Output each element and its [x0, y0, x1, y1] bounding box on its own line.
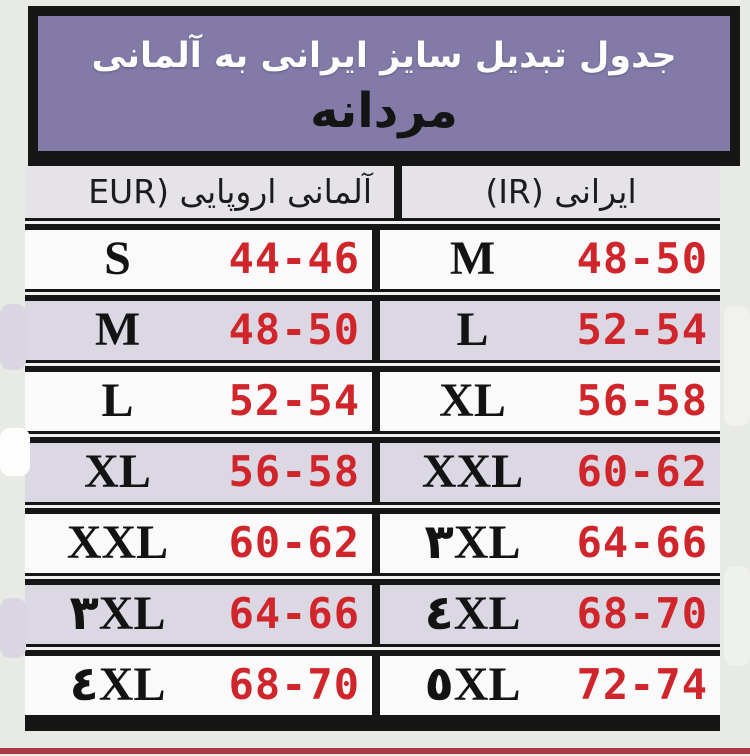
gender-label: مردانه	[310, 82, 458, 139]
eur-cell-group: ٤XL 68-70	[25, 656, 372, 715]
ir-size-cell: M	[449, 232, 496, 286]
margin-artifact	[724, 566, 750, 666]
ir-range-cell: 64-66	[576, 518, 708, 568]
table-row: ٤XL 68-70 ٥XL 72-74	[25, 655, 720, 715]
eur-range-cell: 52-54	[228, 376, 360, 426]
column-divider	[372, 655, 380, 715]
ir-range-cell: 68-70	[576, 589, 708, 639]
ir-cell-group: M 48-50	[380, 230, 720, 289]
row-separator	[25, 217, 720, 230]
ir-range-cell: 48-50	[576, 234, 708, 284]
table-row: XL 56-58 XXL 60-62	[25, 442, 720, 502]
eur-cell-group: XL 56-58	[25, 443, 372, 502]
ir-size-cell: ۳XL	[424, 516, 521, 570]
eur-range-cell: 60-62	[228, 518, 360, 568]
table-bottom-border	[25, 714, 720, 731]
margin-artifact	[724, 306, 750, 426]
ir-size-cell: XL	[439, 374, 506, 428]
ir-cell-group: L 52-54	[380, 301, 720, 360]
margin-artifact	[0, 598, 26, 658]
row-separator	[25, 288, 720, 301]
column-divider	[372, 584, 380, 644]
eur-cell-group: L 52-54	[25, 372, 372, 431]
eur-range-cell: 64-66	[228, 589, 360, 639]
table-row: M 48-50 L 52-54	[25, 300, 720, 360]
column-divider	[372, 300, 380, 360]
row-separator	[25, 501, 720, 514]
column-divider	[372, 229, 380, 289]
ir-range-cell: 56-58	[576, 376, 708, 426]
size-conversion-table: آلمانی اروپایی (EUR ایرانی (IR) S 44-46 …	[25, 165, 720, 731]
column-divider	[372, 371, 380, 431]
table-row: XXL 60-62 ۳XL 64-66	[25, 513, 720, 573]
eur-size-cell: L	[101, 374, 134, 428]
eur-range-cell: 48-50	[228, 305, 360, 355]
ir-cell-group: ٤XL 68-70	[380, 585, 720, 644]
table-row: ۳XL 64-66 ٤XL 68-70	[25, 584, 720, 644]
ir-size-cell: ٤XL	[424, 587, 521, 641]
row-separator	[25, 643, 720, 656]
chart-title: جدول تبدیل سایز ایرانی به آلمانی	[91, 36, 677, 76]
eur-cell-group: XXL 60-62	[25, 514, 372, 573]
ir-cell-group: ۳XL 64-66	[380, 514, 720, 573]
bottom-accent-line	[0, 748, 750, 754]
eur-cell-group: ۳XL 64-66	[25, 585, 372, 644]
eur-size-cell: ۳XL	[69, 587, 166, 641]
column-divider	[372, 442, 380, 502]
eur-range-cell: 68-70	[228, 660, 360, 710]
eur-range-cell: 44-46	[228, 234, 360, 284]
column-divider	[394, 165, 402, 218]
row-separator	[25, 572, 720, 585]
ir-range-cell: 60-62	[576, 447, 708, 497]
eur-size-cell: S	[104, 232, 131, 286]
ir-column-header: ایرانی (IR)	[485, 171, 637, 211]
eur-cell-group: S 44-46	[25, 230, 372, 289]
column-divider	[372, 513, 380, 573]
ir-cell-group: XXL 60-62	[380, 443, 720, 502]
table-row: S 44-46 M 48-50	[25, 229, 720, 289]
ir-size-cell: ٥XL	[424, 658, 521, 712]
size-chart-title-banner: جدول تبدیل سایز ایرانی به آلمانی مردانه	[28, 6, 740, 166]
eur-size-cell: XL	[84, 445, 151, 499]
ir-range-cell: 72-74	[576, 660, 708, 710]
row-separator	[25, 359, 720, 372]
ir-cell-group: ٥XL 72-74	[380, 656, 720, 715]
ir-size-cell: XXL	[421, 445, 524, 499]
eur-size-cell: ٤XL	[69, 658, 166, 712]
table-header-row: آلمانی اروپایی (EUR ایرانی (IR)	[25, 165, 720, 218]
eur-range-cell: 56-58	[228, 447, 360, 497]
eur-size-cell: M	[94, 303, 141, 357]
eur-cell-group: M 48-50	[25, 301, 372, 360]
ir-size-cell: L	[456, 303, 489, 357]
margin-artifact	[0, 304, 26, 370]
table-row: L 52-54 XL 56-58	[25, 371, 720, 431]
row-separator	[25, 430, 720, 443]
eur-size-cell: XXL	[66, 516, 169, 570]
ir-cell-group: XL 56-58	[380, 372, 720, 431]
ir-range-cell: 52-54	[576, 305, 708, 355]
eur-column-header: آلمانی اروپایی (EUR	[88, 171, 372, 211]
